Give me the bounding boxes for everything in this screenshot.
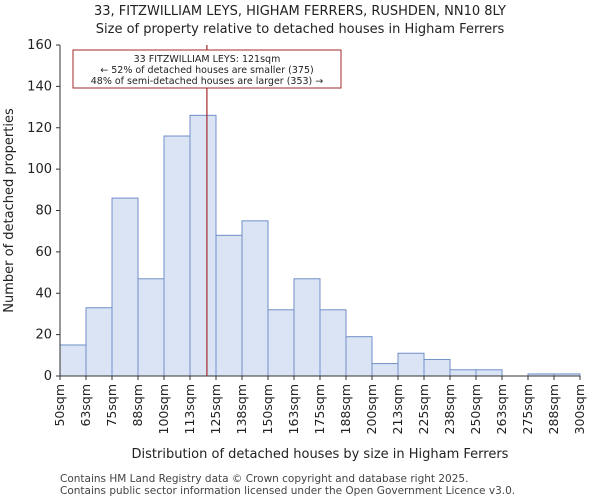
bar-63sqm [85,307,113,377]
footer-line-2: Contains public sector information licen… [60,485,516,497]
x-tick-label: 150sqm [260,384,275,434]
x-tick-label: 238sqm [442,384,457,434]
bar-200sqm [371,363,399,377]
y-tick-label: 140 [27,79,52,94]
x-tick-label: 125sqm [208,384,223,434]
y-tick-label: 80 [35,204,52,219]
chart-title: 33, FITZWILLIAM LEYS, HIGHAM FERRERS, RU… [94,4,506,19]
footer-line-1: Contains HM Land Registry data © Crown c… [60,473,469,485]
x-tick-label: 300sqm [572,384,587,434]
bar-163sqm [293,278,321,377]
annotation-line2: ← 52% of detached houses are smaller (37… [100,65,313,76]
chart-subtitle: Size of property relative to detached ho… [95,22,505,37]
x-tick-label: 263sqm [494,384,509,434]
y-tick-label: 20 [35,328,52,343]
x-tick-label: 188sqm [338,384,353,434]
y-tick-label: 120 [27,121,52,136]
annotation-line3: 48% of semi-detached houses are larger (… [91,76,324,87]
bar-88sqm [137,278,165,377]
bar-225sqm [423,358,451,377]
bar-138sqm [241,220,269,377]
bar-188sqm [345,336,373,377]
y-tick-label: 40 [35,286,52,301]
bar-213sqm [397,352,425,377]
y-tick-label: 160 [27,38,52,53]
x-tick-label: 100sqm [156,384,171,434]
bar-100sqm [163,135,191,377]
x-axis-label: Distribution of detached houses by size … [132,447,509,462]
x-tick-label: 250sqm [468,384,483,434]
bar-75sqm [111,197,139,377]
y-tick-label: 100 [27,162,52,177]
x-tick-label: 75sqm [104,384,119,427]
x-tick-label: 163sqm [286,384,301,434]
y-axis-label: Number of detached properties [2,108,17,313]
bar-125sqm [215,234,243,377]
x-tick-label: 175sqm [312,384,327,434]
bar-238sqm [449,369,477,377]
x-tick-label: 50sqm [52,384,67,427]
annotation-box [72,49,342,89]
y-tick-label: 0 [44,369,52,384]
x-tick-label: 113sqm [182,384,197,434]
x-tick-label: 288sqm [546,384,561,434]
x-tick-label: 200sqm [364,384,379,434]
bar-250sqm [475,369,503,377]
x-tick-label: 213sqm [390,384,405,434]
x-tick-label: 88sqm [130,384,145,427]
bar-113sqm [189,114,217,377]
x-tick-label: 275sqm [520,384,535,434]
x-tick-label: 225sqm [416,384,431,434]
bar-150sqm [267,309,295,377]
x-tick-label: 63sqm [78,384,93,427]
x-tick-label: 138sqm [234,384,249,434]
y-tick-label: 60 [35,245,52,260]
annotation-line1: 33 FITZWILLIAM LEYS: 121sqm [134,54,281,65]
bar-175sqm [319,309,347,377]
bar-50sqm [59,344,87,377]
